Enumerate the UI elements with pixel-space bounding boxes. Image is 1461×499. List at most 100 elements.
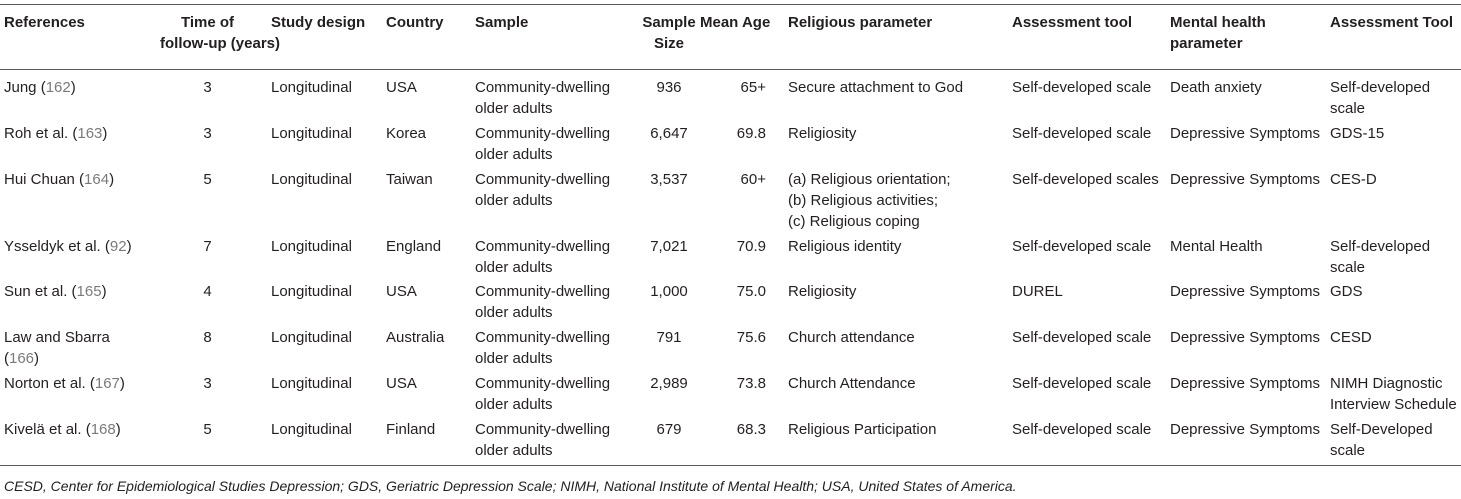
- table-cell-design: Longitudinal: [271, 169, 381, 190]
- table-cell-tool2: Self-developed scale: [1330, 77, 1461, 119]
- table-cell-sample: Community-dwelling older adults: [475, 236, 635, 278]
- citation-link[interactable]: 167: [94, 375, 120, 392]
- reference-line: Norton et al. (167): [4, 373, 154, 394]
- table-cell-design: Longitudinal: [271, 419, 381, 440]
- cell-line: (a) Religious orientation;: [788, 171, 951, 188]
- table-cell-religious: (a) Religious orientation; (b) Religious …: [788, 169, 1008, 232]
- table-cell-design: Longitudinal: [271, 123, 381, 144]
- cell-line: Self-developed scales: [1012, 171, 1159, 188]
- citation-link[interactable]: 166: [9, 350, 35, 367]
- table-top-rule: [0, 4, 1461, 5]
- table-cell-mental: Depressive Symptoms: [1170, 281, 1330, 302]
- cell-line: Religious identity: [788, 238, 902, 255]
- table-cell-size: 7,021: [630, 236, 708, 257]
- header-line: Country: [386, 14, 444, 31]
- table-cell-tool2: CESD: [1330, 327, 1461, 348]
- cell-line: older adults: [475, 259, 553, 276]
- header-size: Sample Size: [630, 12, 708, 54]
- table-cell-tool2: CES-D: [1330, 169, 1461, 190]
- table-cell-tool2: Self-Developed scale: [1330, 419, 1461, 461]
- header-sample: Sample: [475, 12, 635, 33]
- cell-line: Self-developed scale: [1012, 375, 1152, 392]
- cell-line: older adults: [475, 442, 553, 459]
- table-cell-tool: Self-developed scale: [1012, 419, 1167, 440]
- reference-line: Sun et al. (165): [4, 281, 154, 302]
- reference-text: Ysseldyk et al. (: [4, 238, 110, 255]
- citation-link[interactable]: 162: [45, 79, 71, 96]
- reference-text: Sun et al. (: [4, 283, 77, 300]
- cell-line: 791: [656, 329, 682, 346]
- reference-text: ): [119, 375, 125, 392]
- cell-line: Self-developed scale: [1012, 421, 1152, 438]
- table-cell-design: Longitudinal: [271, 327, 381, 348]
- cell-line: 679: [656, 421, 682, 438]
- cell-line: Community-dwelling: [475, 375, 611, 392]
- table-cell-tool: Self-developed scale: [1012, 373, 1167, 394]
- header-line: Mental health: [1170, 14, 1266, 31]
- table-cell-references: Ysseldyk et al. (92): [4, 236, 154, 257]
- table-cell-tool2: NIMH Diagnostic Interview Schedule: [1330, 373, 1461, 415]
- header-tool: Assessment tool: [1012, 12, 1167, 33]
- cell-line: Depressive Symptoms: [1170, 329, 1321, 346]
- cell-line: 3: [203, 375, 212, 392]
- citation-link[interactable]: 92: [109, 238, 127, 255]
- cell-line: Community-dwelling: [475, 329, 611, 346]
- cell-line: Longitudinal: [271, 421, 352, 438]
- cell-line: Interview Schedule: [1330, 396, 1457, 413]
- reference-text: Law and Sbarra: [4, 329, 110, 346]
- citation-link[interactable]: 165: [76, 283, 102, 300]
- table-header-rule: [0, 69, 1461, 70]
- reference-line: Jung (162): [4, 77, 154, 98]
- reference-text: ): [101, 283, 107, 300]
- table-cell-tool2: GDS-15: [1330, 123, 1461, 144]
- header-line: Time of: [180, 14, 235, 31]
- cell-line: Self-developed: [1330, 238, 1431, 255]
- cell-line: Longitudinal: [271, 79, 352, 96]
- table-cell-references: Hui Chuan (164): [4, 169, 154, 190]
- reference-text: Roh et al. (: [4, 125, 78, 142]
- reference-line: Kivelä et al. (168): [4, 419, 154, 440]
- table-cell-time: 3: [160, 123, 255, 144]
- cell-line: Community-dwelling: [475, 238, 611, 255]
- cell-line: 3: [203, 125, 212, 142]
- cell-line: scale: [1330, 259, 1366, 276]
- table-cell-size: 679: [630, 419, 708, 440]
- table-cell-size: 2,989: [630, 373, 708, 394]
- table-cell-references: Norton et al. (167): [4, 373, 154, 394]
- cell-line: Depressive Symptoms: [1170, 421, 1321, 438]
- reference-line: Law and Sbarra: [4, 327, 154, 348]
- table-cell-mental: Death anxiety: [1170, 77, 1330, 98]
- cell-line: Depressive Symptoms: [1170, 171, 1321, 188]
- cell-line: Community-dwelling: [475, 421, 611, 438]
- header-tool2: Assessment Tool: [1330, 12, 1461, 33]
- cell-line: Longitudinal: [271, 238, 352, 255]
- cell-line: Longitudinal: [271, 171, 352, 188]
- header-line: Sample: [475, 14, 529, 31]
- table-cell-sample: Community-dwelling older adults: [475, 169, 635, 211]
- table-cell-mental: Mental Health: [1170, 236, 1330, 257]
- citation-link[interactable]: 164: [84, 171, 110, 188]
- header-line: Sample: [642, 14, 696, 31]
- table-cell-mental: Depressive Symptoms: [1170, 373, 1330, 394]
- cell-line: Religious Participation: [788, 421, 937, 438]
- table-cell-sample: Community-dwelling older adults: [475, 281, 635, 323]
- header-line: parameter: [1170, 35, 1243, 52]
- cell-line: (c) Religious coping: [788, 213, 920, 230]
- table-cell-age: 73.8: [700, 373, 766, 394]
- cell-line: Depressive Symptoms: [1170, 283, 1321, 300]
- reference-text: Jung (: [4, 79, 46, 96]
- header-country: Country: [386, 12, 471, 33]
- header-time: Time of follow-up (years): [160, 12, 280, 54]
- cell-line: Self-developed scale: [1012, 238, 1152, 255]
- table-cell-age: 68.3: [700, 419, 766, 440]
- citation-link[interactable]: 163: [77, 125, 103, 142]
- cell-line: Finland: [386, 421, 436, 438]
- header-religious: Religious parameter: [788, 12, 1008, 33]
- cell-line: Death anxiety: [1170, 79, 1262, 96]
- cell-line: scale: [1330, 100, 1366, 117]
- table-cell-time: 3: [160, 373, 255, 394]
- reference-text: ): [109, 171, 115, 188]
- citation-link[interactable]: 168: [90, 421, 116, 438]
- table-cell-religious: Religiosity: [788, 281, 1008, 302]
- table-cell-tool: Self-developed scale: [1012, 123, 1167, 144]
